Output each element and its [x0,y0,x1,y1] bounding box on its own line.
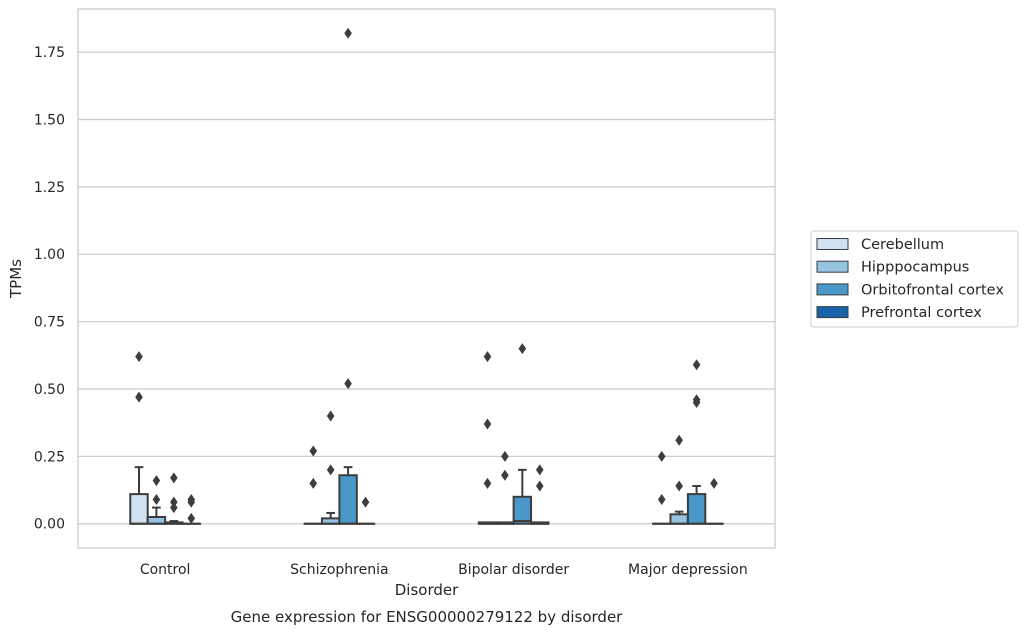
legend: Cerebellum Hipppocampus Orbitofrontal cort… [810,230,1019,328]
x-tick-label: Major depression [628,562,748,578]
legend-label: Cerebellum [861,237,944,253]
box-3-0 [652,450,672,525]
outlier-point [361,496,370,508]
y-tick-label: 0.25 [34,449,65,465]
outlier-point [309,477,318,489]
box-3-2 [686,359,707,525]
box-2-0 [477,351,498,525]
y-tick-label: 1.50 [34,112,65,128]
x-axis-title: Disorder [395,581,459,599]
outlier-point [170,472,178,484]
outlier-point [135,391,143,403]
y-axis-ticks: 0.00 0.25 0.50 0.75 1.00 1.25 1.50 1.75 [34,45,65,533]
outlier-point [535,480,544,492]
outlier-point [675,480,683,492]
gridlines [78,51,775,525]
x-tick-label: Bipolar disorder [458,562,569,578]
legend-swatch [816,238,849,250]
legend-label: Orbitofrontal cortex [861,282,1004,298]
outlier-point [187,512,196,524]
outlier-point [152,493,161,505]
legend-swatch [816,260,849,273]
x-axis-ticks: Control Schizophrenia Bipolar disorder Majo… [140,562,748,578]
box-1-3 [355,496,376,525]
legend-label: Hipppocampus [861,260,969,276]
x-tick-label: Schizophrenia [290,562,388,578]
y-tick-label: 0.00 [34,517,65,533]
outlier-point [657,493,666,505]
outlier-point [326,410,335,422]
y-tick-label: 1.25 [34,180,65,196]
outlier-point [344,27,352,39]
legend-swatch [816,306,849,319]
box-1-0 [303,445,323,525]
box-2-1 [495,450,515,525]
y-tick-label: 0.50 [34,382,65,398]
legend-frame [810,230,1019,328]
outlier-point [692,394,701,406]
x-tick-label: Control [140,562,191,578]
legend-swatch [816,283,849,296]
y-tick-label: 0.75 [34,315,65,331]
box-body [129,493,149,525]
outlier-point [344,378,352,390]
outlier-point [483,477,492,489]
legend-label: Prefrontal cortex [861,305,982,321]
box-0-0 [129,351,149,525]
y-tick-label: 1.75 [34,45,65,61]
box-0-2 [164,472,184,525]
outlier-point [518,343,527,355]
outlier-point [535,464,544,476]
plot-frame [77,8,776,549]
outlier-point [501,469,509,481]
outlier-point [657,450,666,462]
outlier-point [483,351,492,363]
box-1-2 [338,27,358,525]
y-tick-label: 1.00 [34,247,65,263]
box-body [512,495,533,525]
chart-caption: Gene expression for ENSG00000279122 by d… [231,608,624,626]
outlier-point [152,475,161,487]
box-2-2 [512,343,533,525]
y-axis-title: TPMs [7,259,25,299]
outlier-point [187,493,196,505]
outlier-point [135,351,143,363]
outlier-point [692,359,701,371]
box-3-3 [704,477,724,525]
outlier-point [170,496,178,508]
box-2-3 [530,464,550,525]
box-body [338,474,358,525]
outlier-point [710,477,718,489]
outlier-point [309,445,318,457]
outlier-point [483,418,492,430]
box-3-1 [669,434,689,525]
box-1-1 [320,410,341,525]
box-body [669,513,689,525]
box-body [686,493,707,525]
outlier-point [501,450,509,462]
outlier-point [675,434,683,446]
box-body [146,516,167,525]
outlier-point [326,464,335,476]
box-0-1 [146,475,167,525]
plot-marks [129,27,724,525]
box-0-3 [181,493,201,525]
